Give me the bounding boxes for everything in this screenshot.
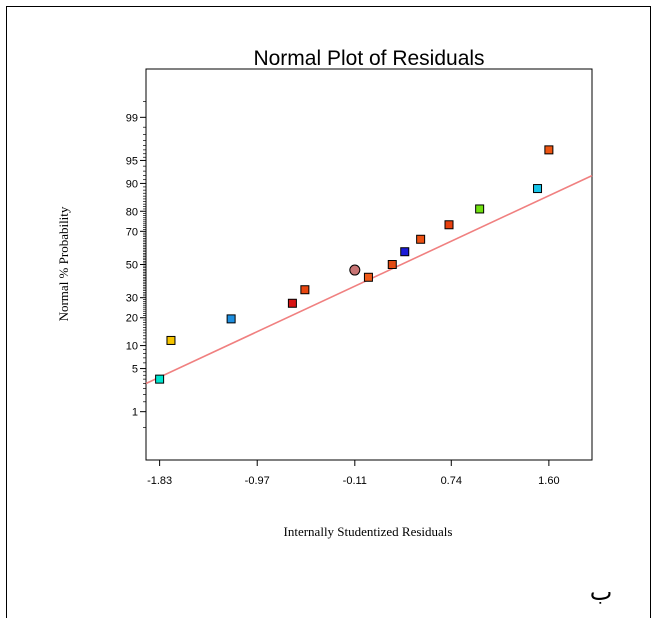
- data-point: [363, 272, 373, 282]
- y-tick-label: 90: [126, 178, 138, 190]
- plot-area: [145, 68, 593, 461]
- data-point: [166, 335, 176, 345]
- x-tick-label: -0.97: [245, 475, 270, 487]
- x-tick-label: -1.83: [147, 475, 172, 487]
- data-point: [287, 298, 297, 308]
- data-point: [387, 260, 397, 269]
- y-tick-label: 50: [126, 260, 138, 272]
- data-point: [416, 234, 426, 244]
- x-tick-label: 0.74: [441, 475, 462, 487]
- x-axis: -1.83 -0.97 -0.11 0.74 1.60: [147, 460, 560, 487]
- data-point: [475, 204, 485, 214]
- data-point: [533, 184, 543, 194]
- x-tick-label: 1.60: [538, 475, 559, 487]
- data-point: [544, 145, 554, 155]
- data-point: [226, 314, 236, 324]
- y-tick-label: 20: [126, 313, 138, 325]
- y-tick-label: 80: [126, 206, 138, 218]
- data-point: [349, 264, 361, 276]
- y-axis-label: Normal % Probability: [56, 206, 71, 321]
- corner-label: ب: [590, 578, 613, 606]
- x-tick-label: -0.11: [343, 475, 367, 487]
- data-point: [400, 247, 410, 257]
- y-axis: 1 5 10 20 30 50 70 80 90 95 99: [126, 101, 146, 428]
- y-tick-label: 30: [126, 293, 138, 305]
- y-tick-label: 70: [126, 226, 138, 238]
- figure-frame: [6, 6, 651, 618]
- data-point: [155, 374, 165, 384]
- y-tick-label: 99: [126, 112, 138, 124]
- y-tick-label: 95: [126, 155, 138, 167]
- data-point: [444, 220, 454, 230]
- y-tick-label: 1: [132, 407, 138, 419]
- chart-title: Normal Plot of Residuals: [253, 47, 484, 70]
- y-tick-label: 5: [132, 364, 138, 376]
- data-points: [155, 145, 554, 384]
- x-axis-label: Internally Studentized Residuals: [284, 524, 453, 539]
- y-tick-label: 10: [126, 341, 138, 353]
- data-point: [300, 285, 310, 295]
